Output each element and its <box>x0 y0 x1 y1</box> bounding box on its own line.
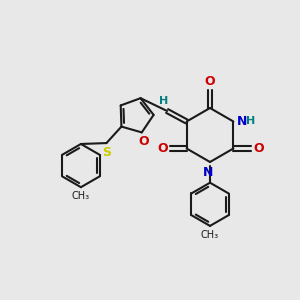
Text: H: H <box>160 96 169 106</box>
Text: O: O <box>157 142 168 155</box>
Text: H: H <box>246 116 255 127</box>
Text: CH₃: CH₃ <box>72 191 90 201</box>
Text: O: O <box>205 75 215 88</box>
Text: S: S <box>102 146 111 159</box>
Text: N: N <box>203 166 214 179</box>
Text: N: N <box>237 115 248 128</box>
Text: O: O <box>254 142 264 155</box>
Text: O: O <box>138 135 148 148</box>
Text: CH₃: CH₃ <box>201 230 219 239</box>
